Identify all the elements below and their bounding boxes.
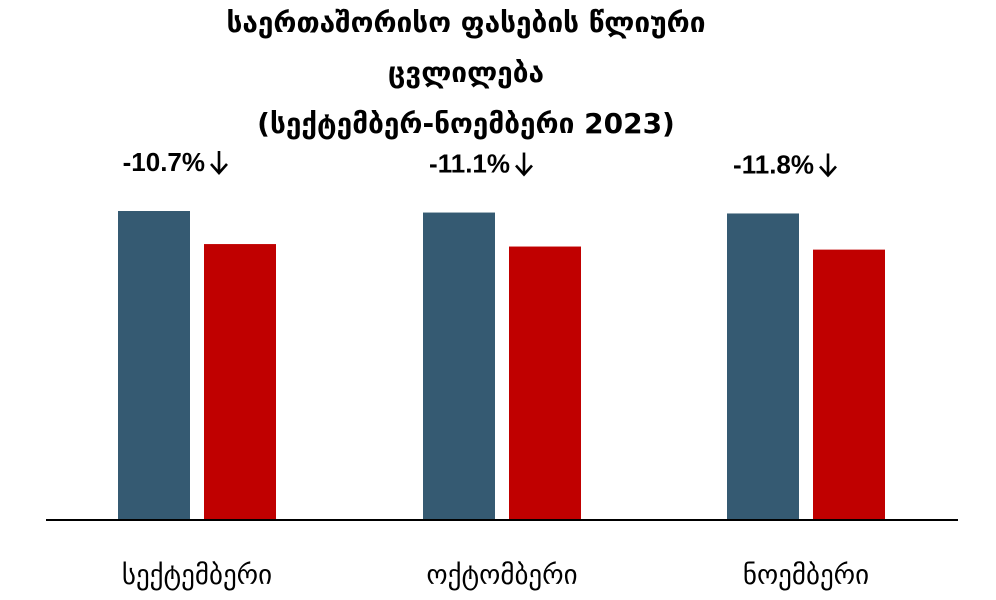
arrow-down-icon	[210, 151, 228, 175]
bar-series-1-2	[423, 212, 495, 521]
x-tick-label: სექტემბერი	[122, 560, 272, 591]
chart-title-line-3: (სექტემბერ-ნოემბერი 2023)	[257, 107, 675, 140]
change-annotation-label: -10.7%	[123, 147, 205, 177]
chart-title-line-1: საერთაშორისო ფასების წლიური	[226, 6, 705, 39]
bar-series-1-3	[727, 213, 799, 521]
bar-series-1-1	[118, 211, 190, 520]
x-tick-label: ოქტომბერი	[426, 560, 577, 591]
change-annotation: -11.1%	[429, 149, 533, 179]
change-annotation-label: -11.8%	[733, 149, 814, 179]
change-annotation: -10.7%	[123, 147, 228, 177]
chart-title-line-2: ცვლილება	[388, 56, 544, 89]
bar-series-2-2	[509, 246, 581, 520]
x-tick-label: ნოემბერი	[743, 560, 869, 591]
arrow-down-icon	[515, 152, 533, 177]
change-annotation: -11.8%	[733, 149, 837, 179]
change-annotation-label: -11.1%	[429, 149, 510, 179]
arrow-down-icon	[819, 153, 837, 178]
bar-series-2-3	[813, 249, 885, 520]
bar-series-2-1	[204, 244, 276, 521]
plot-area: სექტემბერი -10.7% ოქტომბერი -11.1% ნოემბერი -…	[118, 147, 885, 591]
